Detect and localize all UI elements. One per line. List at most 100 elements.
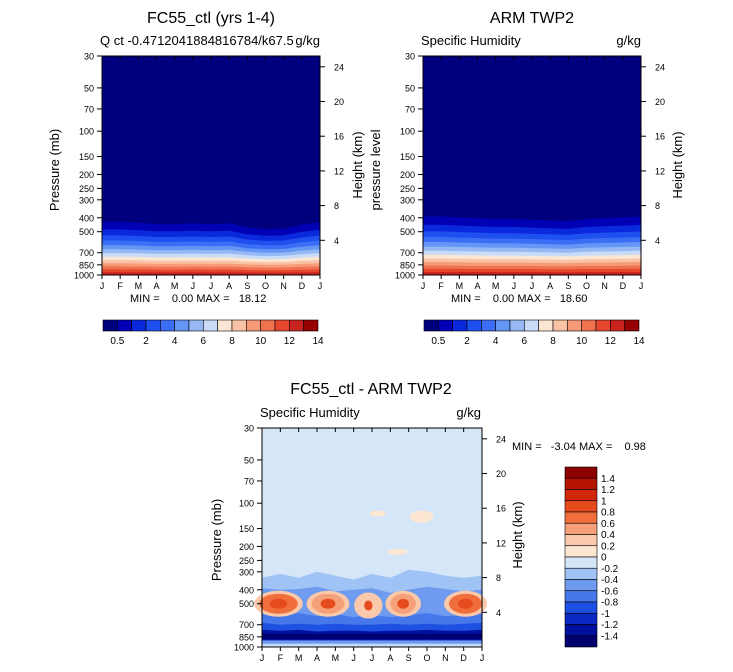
chart-subtitle-left: Specific Humidity xyxy=(260,405,360,420)
y-tick-label: 500 xyxy=(79,227,94,237)
height-tick-label: 16 xyxy=(334,132,344,142)
colorbar-label: 0.5 xyxy=(431,336,445,347)
colorbar-label: 4 xyxy=(493,336,499,347)
y-tick-label: 200 xyxy=(79,170,94,180)
colorbar-label: 0.5 xyxy=(110,336,124,347)
y-tick-label: 500 xyxy=(239,599,254,609)
x-tick-label: D xyxy=(299,281,306,291)
height-tick-label: 16 xyxy=(496,504,506,514)
x-tick-label: J xyxy=(318,281,323,291)
x-tick-label: M xyxy=(492,281,500,291)
y-tick-label: 400 xyxy=(400,213,415,223)
y-tick-label: 200 xyxy=(239,542,254,552)
x-tick-label: J xyxy=(370,653,375,663)
colorbar-swatch xyxy=(564,511,598,524)
upper-anomaly-blob xyxy=(369,510,386,517)
x-tick-label: A xyxy=(226,281,232,291)
colorbar-label: -0.4 xyxy=(601,575,619,586)
plot-area xyxy=(422,55,642,276)
y-axis-label: pressure level xyxy=(368,129,383,210)
height-tick-label: 4 xyxy=(334,236,339,246)
y-tick-label: 850 xyxy=(79,260,94,270)
x-tick-label: A xyxy=(314,653,320,663)
humidity-band xyxy=(102,272,320,275)
height-tick-label: 20 xyxy=(334,97,344,107)
chart-subtitle-right: g/kg xyxy=(456,405,481,420)
x-tick-label: N xyxy=(601,281,608,291)
x-tick-label: F xyxy=(438,281,444,291)
colorbar-label: 0.4 xyxy=(601,530,615,541)
y-tick-label: 200 xyxy=(400,170,415,180)
x-tick-label: F xyxy=(117,281,123,291)
colorbar-swatch xyxy=(624,319,640,332)
height-axis-label: Height (km) xyxy=(670,131,685,198)
y-axis-label: Pressure (mb) xyxy=(209,499,224,581)
colorbar-swatch xyxy=(564,579,598,592)
y-tick-label: 1000 xyxy=(74,271,94,281)
chart-subtitle-right: g/kg xyxy=(295,33,320,48)
x-tick-label: S xyxy=(244,281,250,291)
x-tick-label: A xyxy=(387,653,393,663)
y-tick-label: 400 xyxy=(79,213,94,223)
y-tick-label: 150 xyxy=(239,524,254,534)
y-tick-label: 400 xyxy=(239,585,254,595)
colorbar-label: -0.8 xyxy=(601,598,619,609)
y-tick-label: 300 xyxy=(400,195,415,205)
colorbar-label: 12 xyxy=(284,336,296,347)
x-tick-label: M xyxy=(135,281,143,291)
height-axis: 24 20 16 12 8 4 xyxy=(641,62,665,246)
height-tick-label: 16 xyxy=(655,132,665,142)
positive-anomaly-core xyxy=(397,598,409,609)
positive-anomaly-core xyxy=(458,598,473,609)
colorbar-swatch xyxy=(303,319,319,332)
x-tick-label: M xyxy=(456,281,464,291)
colorbar-label: 6 xyxy=(201,336,207,347)
y-tick-label: 700 xyxy=(239,620,254,630)
x-tick-label: J xyxy=(209,281,214,291)
colorbar-swatch xyxy=(564,635,598,648)
y-tick-label: 700 xyxy=(400,248,415,258)
x-tick-label: D xyxy=(620,281,627,291)
positive-anomaly-core xyxy=(320,598,336,609)
colorbar-swatch xyxy=(564,534,598,547)
colorbar-label: 1.2 xyxy=(601,485,615,496)
upper-anomaly-blob xyxy=(409,510,434,523)
height-tick-label: 12 xyxy=(334,166,344,176)
colorbar-swatch xyxy=(564,545,598,558)
chart-subtitle-right: g/kg xyxy=(616,33,641,48)
colorbar-label: 1 xyxy=(601,496,607,507)
colorbar-label: 12 xyxy=(605,336,617,347)
x-tick-label: J xyxy=(530,281,535,291)
x-tick-label: M xyxy=(332,653,340,663)
height-tick-label: 24 xyxy=(496,434,506,444)
height-tick-label: 20 xyxy=(496,469,506,479)
y-tick-label: 1000 xyxy=(234,643,254,653)
x-tick-label: M xyxy=(171,281,179,291)
x-tick-label: J xyxy=(191,281,196,291)
height-tick-label: 20 xyxy=(655,97,665,107)
chart-title: FC55_ctl - ARM TWP2 xyxy=(290,381,452,398)
x-tick-label: D xyxy=(460,653,467,663)
y-tick-label: 70 xyxy=(244,476,254,486)
height-tick-label: 8 xyxy=(655,201,660,211)
y-tick-label: 850 xyxy=(239,632,254,642)
y-tick-label: 150 xyxy=(79,152,94,162)
colorbar: 1.41.210.80.60.40.20-0.2-0.4-0.6-0.8-1-1… xyxy=(564,466,619,648)
colorbar-label: 0.6 xyxy=(601,519,615,530)
x-tick-label: O xyxy=(583,281,590,291)
plot-area xyxy=(101,55,321,276)
colorbar-swatch xyxy=(564,567,598,580)
y-tick-label: 50 xyxy=(84,83,94,93)
x-tick-label: N xyxy=(280,281,287,291)
x-tick-label: O xyxy=(262,281,269,291)
colorbar-label: 8 xyxy=(229,336,235,347)
y-tick-label: 300 xyxy=(239,567,254,577)
colorbar-label: 1.4 xyxy=(601,474,615,485)
negative-anomaly-core xyxy=(262,633,482,639)
